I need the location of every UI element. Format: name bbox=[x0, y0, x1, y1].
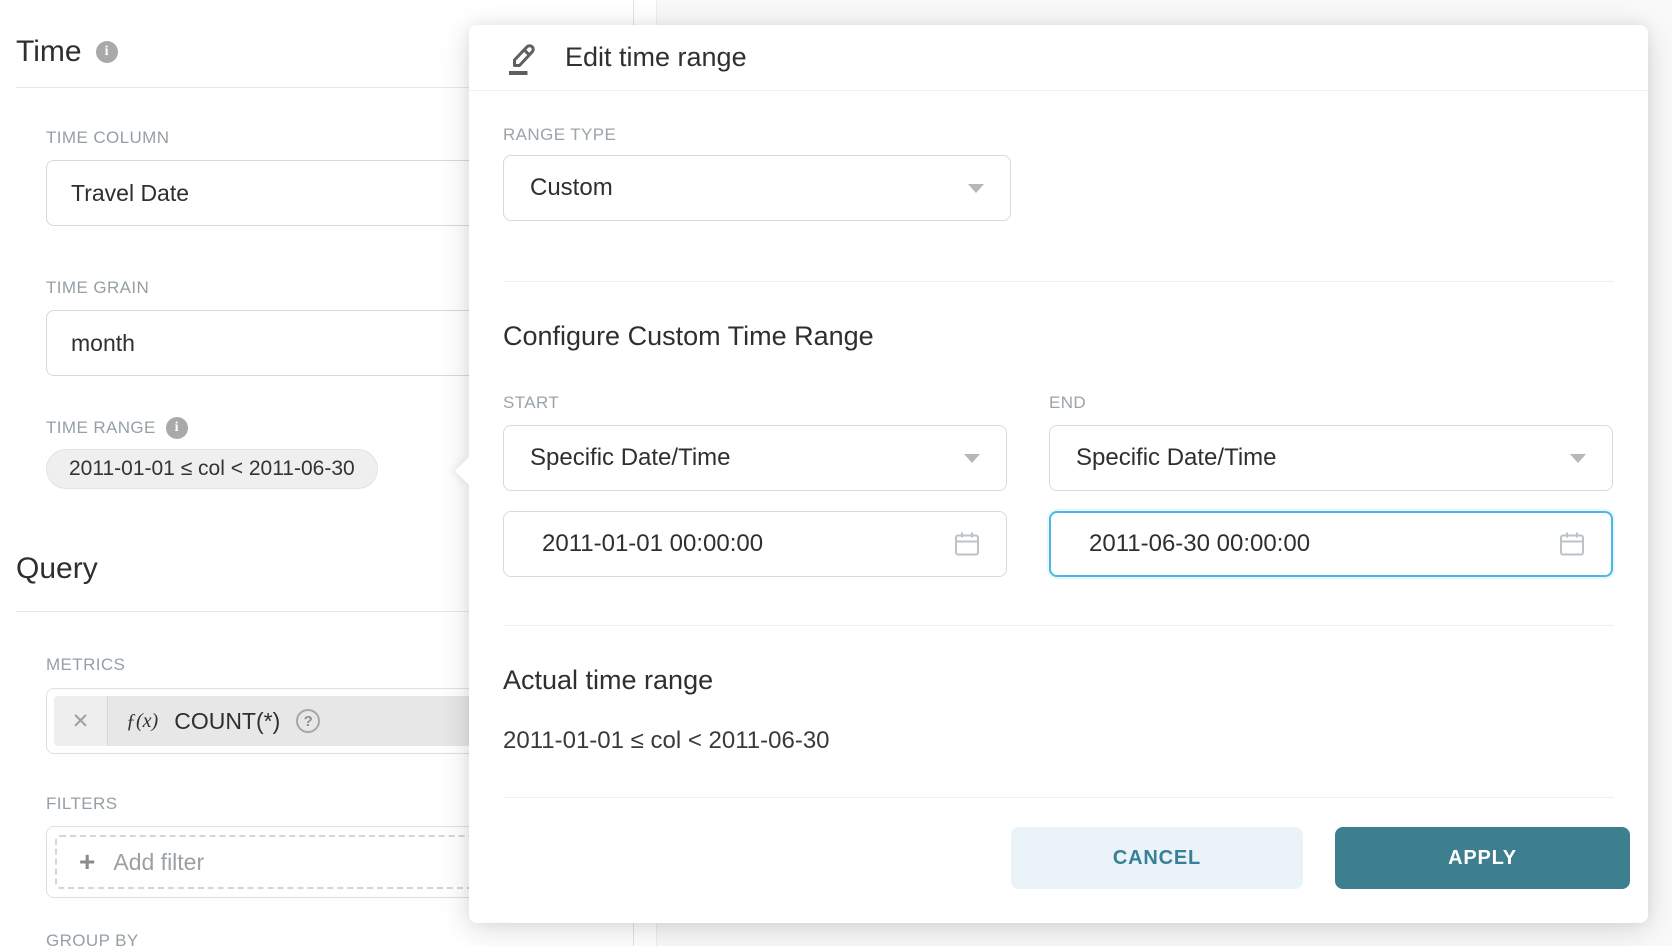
chevron-down-icon bbox=[964, 453, 980, 463]
time-grain-label: TIME GRAIN bbox=[46, 278, 150, 297]
start-date-input[interactable] bbox=[542, 530, 952, 558]
metrics-label: METRICS bbox=[46, 655, 126, 674]
calendar-icon[interactable] bbox=[1557, 529, 1587, 559]
range-type-select[interactable]: Custom bbox=[503, 155, 1011, 221]
calendar-icon[interactable] bbox=[952, 529, 982, 559]
edit-pencil-icon bbox=[503, 40, 539, 76]
metric-remove-icon[interactable]: ✕ bbox=[54, 696, 108, 746]
popover-title: Edit time range bbox=[565, 42, 747, 72]
time-range-pill-text: 2011-01-01 ≤ col < 2011-06-30 bbox=[69, 457, 355, 480]
time-column-label: TIME COLUMN bbox=[46, 128, 170, 147]
popover-header: Edit time range bbox=[469, 25, 1648, 91]
query-section-heading: Query bbox=[16, 552, 98, 586]
start-label: START bbox=[503, 393, 560, 412]
time-info-icon[interactable]: i bbox=[95, 41, 118, 63]
time-section-divider bbox=[16, 87, 622, 88]
function-icon: ƒ(x) bbox=[126, 709, 159, 732]
end-date-field bbox=[1049, 511, 1613, 577]
apply-button[interactable]: APPLY bbox=[1335, 827, 1630, 889]
time-range-label-text: TIME RANGE bbox=[46, 418, 156, 437]
actual-time-range-heading: Actual time range bbox=[503, 665, 714, 695]
time-range-label: TIME RANGE i bbox=[46, 417, 188, 439]
end-mode-select[interactable]: Specific Date/Time bbox=[1049, 425, 1613, 491]
metric-chip-body[interactable]: ƒ(x) COUNT(*) ? bbox=[108, 696, 578, 746]
metric-name: COUNT(*) bbox=[174, 707, 281, 734]
time-grain-value: month bbox=[71, 329, 135, 356]
chevron-down-icon bbox=[968, 183, 984, 193]
popover-divider-3 bbox=[503, 797, 1614, 798]
plus-icon: + bbox=[79, 846, 96, 877]
range-type-value: Custom bbox=[530, 174, 613, 201]
time-section-title: Time bbox=[16, 35, 82, 68]
popover-arrow bbox=[454, 456, 484, 486]
popover-divider-1 bbox=[503, 281, 1614, 282]
end-date-input[interactable] bbox=[1089, 530, 1557, 558]
configure-heading: Configure Custom Time Range bbox=[503, 321, 874, 351]
end-label: END bbox=[1049, 393, 1087, 412]
add-filter-label: Add filter bbox=[113, 848, 205, 875]
popover-divider-2 bbox=[503, 625, 1614, 626]
add-filter-button[interactable]: + Add filter bbox=[55, 835, 577, 889]
query-section-divider bbox=[16, 611, 622, 612]
end-mode-value: Specific Date/Time bbox=[1076, 444, 1277, 471]
actual-time-range-value: 2011-01-01 ≤ col < 2011-06-30 bbox=[503, 727, 830, 754]
cancel-button[interactable]: CANCEL bbox=[1011, 827, 1303, 889]
start-date-field bbox=[503, 511, 1007, 577]
chevron-down-icon bbox=[1570, 453, 1586, 463]
time-column-value: Travel Date bbox=[71, 179, 190, 206]
metric-help-icon[interactable]: ? bbox=[296, 709, 321, 733]
edit-time-range-popover: Edit time range RANGE TYPE Custom Config… bbox=[454, 25, 1648, 923]
start-mode-value: Specific Date/Time bbox=[530, 444, 731, 471]
filters-label: FILTERS bbox=[46, 794, 118, 813]
popover-footer: CANCEL APPLY bbox=[1011, 827, 1630, 889]
time-range-pill[interactable]: 2011-01-01 ≤ col < 2011-06-30 bbox=[46, 449, 378, 489]
start-mode-select[interactable]: Specific Date/Time bbox=[503, 425, 1007, 491]
query-section-title: Query bbox=[16, 552, 98, 585]
time-range-info-icon[interactable]: i bbox=[165, 417, 188, 439]
range-type-label: RANGE TYPE bbox=[503, 125, 617, 144]
time-section-heading: Time i bbox=[16, 35, 118, 69]
group-by-label: GROUP BY bbox=[46, 931, 139, 946]
